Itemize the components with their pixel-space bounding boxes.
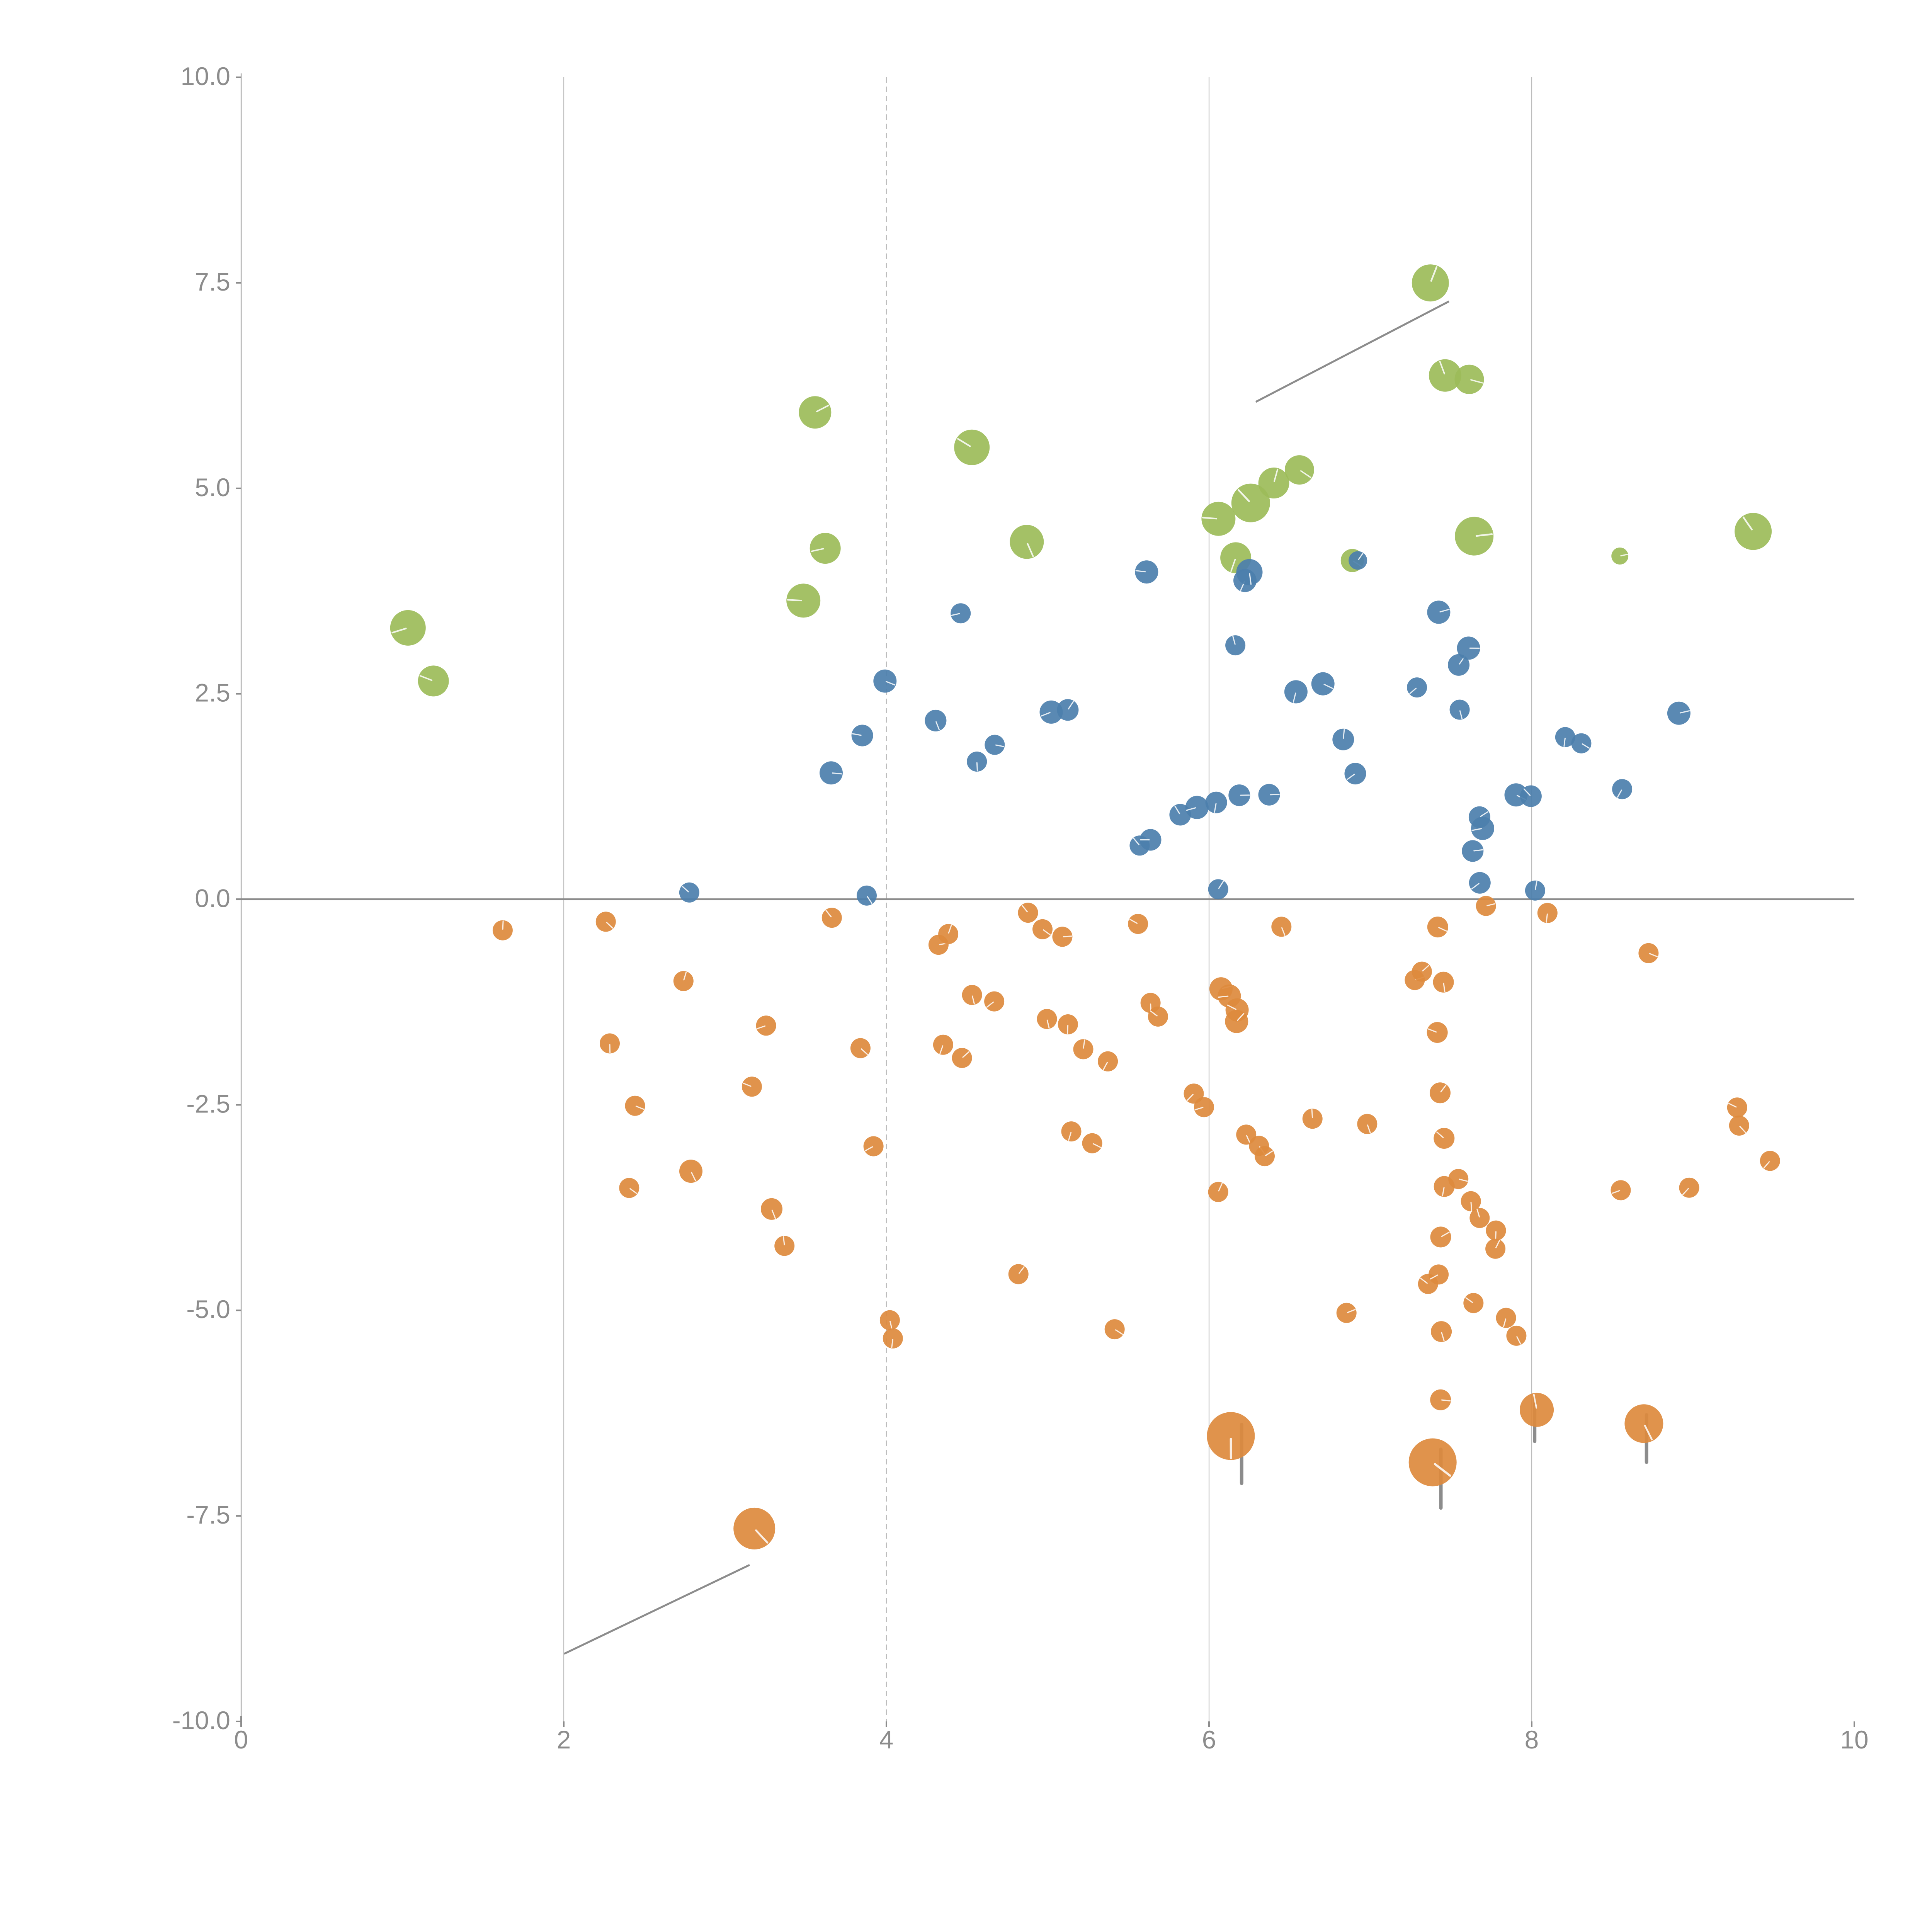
svg-text:-7.5: -7.5	[186, 1500, 230, 1529]
svg-text:7.5: 7.5	[195, 267, 230, 296]
svg-text:-2.5: -2.5	[186, 1089, 230, 1118]
svg-text:-10.0: -10.0	[172, 1706, 230, 1735]
svg-text:2: 2	[557, 1725, 571, 1754]
svg-text:2.5: 2.5	[195, 679, 230, 707]
svg-text:8: 8	[1525, 1725, 1539, 1754]
svg-text:5.0: 5.0	[195, 473, 230, 502]
svg-text:0.0: 0.0	[195, 884, 230, 913]
svg-text:4: 4	[879, 1725, 894, 1754]
svg-text:-5.0: -5.0	[186, 1295, 230, 1323]
svg-text:0: 0	[234, 1725, 248, 1754]
svg-text:10: 10	[1840, 1725, 1868, 1754]
svg-text:10.0: 10.0	[181, 62, 230, 90]
svg-text:6: 6	[1202, 1725, 1216, 1754]
